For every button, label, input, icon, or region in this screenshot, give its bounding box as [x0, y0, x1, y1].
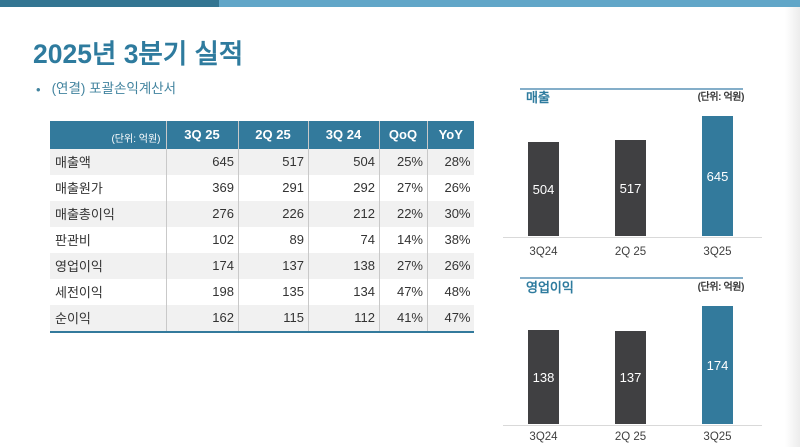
table-cell: 27% — [378, 174, 427, 201]
table-cell: 198 — [165, 278, 238, 305]
table-cell: 41% — [378, 304, 427, 332]
row-label: 매출액 — [50, 148, 166, 175]
table-column-header: QoQ — [378, 120, 427, 149]
operating-profit-x-axis-label: 3Q25 — [703, 431, 732, 443]
table-header-row: (단위: 억원) 3Q 25 2Q 25 3Q 24 QoQ YoY — [50, 120, 474, 149]
revenue-x-axis-label: 3Q24 — [529, 246, 558, 258]
table-cell: 174 — [165, 252, 238, 279]
table-row: 매출원가 369 291 292 27% 26% — [50, 174, 474, 201]
operating-profit-bar-3Q24: 138 — [528, 330, 559, 425]
table-cell: 138 — [307, 252, 379, 279]
table-column-header: 3Q 25 — [165, 120, 238, 149]
revenue-x-axis-label: 3Q25 — [703, 246, 732, 258]
bullet-text: (연결) 포괄손익계산서 — [51, 81, 177, 97]
table-cell: 504 — [307, 148, 379, 175]
table-cell: 102 — [165, 226, 238, 253]
operating-profit-bar-value-label: 137 — [619, 370, 642, 386]
topbar-dark-segment — [0, 0, 219, 7]
operating-profit-chart-top-rule — [520, 276, 743, 279]
revenue-bar-2Q 25: 517 — [615, 139, 646, 237]
table-cell: 115 — [237, 304, 308, 332]
revenue-chart-axis-line — [502, 236, 762, 238]
table-row: 세전이익 198 135 134 47% 48% — [50, 278, 474, 305]
table-cell: 25% — [378, 148, 427, 175]
table-cell: 369 — [165, 174, 238, 201]
table-cell: 212 — [307, 200, 379, 227]
table-cell: 517 — [237, 148, 308, 175]
operating-profit-x-axis-label: 2Q 25 — [614, 431, 647, 443]
operating-profit-chart-unit-label: (단위: 억원) — [697, 281, 745, 293]
operating-profit-chart-title: 영업이익 — [526, 279, 574, 295]
row-label: 영업이익 — [50, 252, 166, 279]
operating-profit-bar-2Q 25: 137 — [615, 331, 646, 425]
row-label: 세전이익 — [50, 278, 166, 305]
table-cell: 89 — [237, 226, 308, 253]
table-cell: 47% — [378, 278, 427, 305]
table-cell: 26% — [426, 252, 474, 279]
table-cell: 276 — [165, 200, 238, 227]
table-cell: 112 — [307, 304, 379, 332]
table-cell: 47% — [426, 304, 474, 332]
table-cell: 27% — [378, 252, 427, 279]
bullet-row: • (연결) 포괄손익계산서 — [36, 80, 176, 98]
income-statement-table: (단위: 억원) 3Q 25 2Q 25 3Q 24 QoQ YoY 매출액 645 517 50… — [50, 120, 474, 333]
table-cell: 226 — [237, 200, 308, 227]
table-cell: 135 — [237, 278, 308, 305]
table-cell: 291 — [237, 174, 308, 201]
table-cell: 14% — [378, 226, 427, 253]
operating-profit-bar-value-label: 138 — [532, 369, 555, 385]
table-cell: 22% — [378, 200, 427, 227]
row-label: 판관비 — [50, 226, 166, 253]
topbar-light-segment — [219, 0, 800, 7]
table-cell: 292 — [307, 174, 379, 201]
row-label: 매출원가 — [50, 174, 166, 201]
table-column-header: 3Q 24 — [307, 120, 379, 149]
table-column-header: YoY — [426, 120, 474, 149]
row-label: 매출총이익 — [50, 200, 166, 227]
table-cell: 38% — [426, 226, 474, 253]
operating-profit-chart-axis-line — [502, 424, 762, 426]
revenue-chart-top-rule — [520, 87, 743, 90]
table-cell: 48% — [426, 278, 474, 305]
table-unit-label: (단위: 억원) — [50, 120, 166, 149]
revenue-chart-title: 매출 — [526, 89, 550, 105]
bullet-icon: • — [36, 81, 41, 97]
table-row: 영업이익 174 137 138 27% 26% — [50, 252, 474, 279]
slide-title: 2025년 3분기 실적 — [33, 38, 244, 69]
table-column-header: 2Q 25 — [237, 120, 308, 149]
row-label: 순이익 — [50, 304, 166, 332]
revenue-bar-value-label: 517 — [619, 180, 642, 196]
table-row: 판관비 102 89 74 14% 38% — [50, 226, 474, 253]
table-cell: 30% — [426, 200, 474, 227]
revenue-bar-3Q25: 645 — [702, 116, 733, 237]
revenue-x-axis-label: 2Q 25 — [614, 246, 647, 258]
table-cell: 134 — [307, 278, 379, 305]
table-cell: 645 — [165, 148, 238, 175]
operating-profit-x-axis-label: 3Q24 — [529, 431, 558, 443]
table-cell: 162 — [165, 304, 238, 332]
revenue-chart-unit-label: (단위: 억원) — [697, 91, 745, 103]
revenue-bar-value-label: 645 — [706, 168, 729, 184]
table-cell: 26% — [426, 174, 474, 201]
table-row: 매출총이익 276 226 212 22% 30% — [50, 200, 474, 227]
revenue-bar-value-label: 504 — [532, 181, 555, 197]
operating-profit-bar-value-label: 174 — [706, 357, 729, 373]
right-edge-shadow — [785, 7, 800, 447]
table-cell: 74 — [307, 226, 379, 253]
table-row: 매출액 645 517 504 25% 28% — [50, 148, 474, 175]
table-row: 순이익 162 115 112 41% 47% — [50, 304, 474, 332]
operating-profit-bar-3Q25: 174 — [702, 305, 733, 425]
table-cell: 137 — [237, 252, 308, 279]
table-cell: 28% — [426, 148, 474, 175]
revenue-bar-3Q24: 504 — [528, 142, 559, 237]
